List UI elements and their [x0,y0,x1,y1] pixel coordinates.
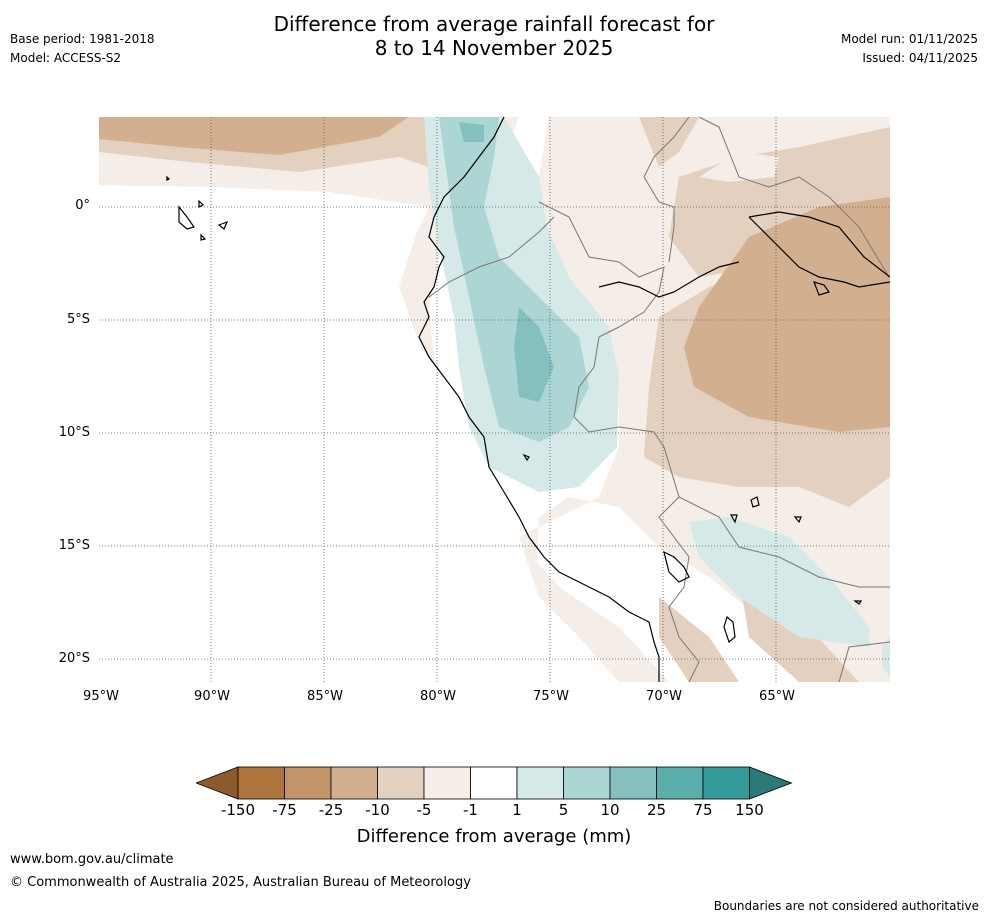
colorbar-tick-label: -75 [272,801,297,819]
base-period: Base period: 1981-2018 [10,32,155,46]
colorbar-tick-label: 75 [693,801,713,819]
anomaly-region-moderate-wet [514,307,554,402]
country-borders [428,117,890,682]
colorbar-tick-label: -1 [463,801,478,819]
colorbar-extend-low [196,766,239,800]
colorbar-tick-label: -10 [365,801,390,819]
colorbar-segment [284,766,332,800]
lat-label-10s: 10°S [58,425,90,440]
copyright-notice: © Commonwealth of Australia 2025, Austra… [10,875,471,890]
colorbar-tick-label: 150 [735,801,764,819]
lat-label-15s: 15°S [58,538,90,553]
lon-label-95w: 95°W [83,689,119,704]
colorbar-extend-high [749,766,793,800]
lat-label-5s: 5°S [66,312,90,327]
colorbar-segment [470,766,518,800]
coastline [166,117,890,682]
colorbar-tick-label: 1 [512,801,522,819]
colorbar [196,766,793,800]
lon-label-65w: 65°W [759,689,795,704]
colorbar-tick-label: -25 [318,801,344,819]
colorbar-segment [516,766,564,800]
colorbar-tick-label: -5 [416,801,432,819]
title-line-2: 8 to 14 November 2025 [374,36,614,60]
colorbar-tick-label: 10 [600,801,620,819]
colorbar-title: Difference from average (mm) [356,826,632,847]
lat-label-20s: 20°S [58,651,90,666]
lon-label-85w: 85°W [307,689,343,704]
colorbar-tick-label: 25 [646,801,667,819]
colorbar-segment [330,766,378,800]
rainfall-anomaly-map [99,117,890,682]
lon-label-90w: 90°W [194,689,230,704]
graticule [99,117,890,682]
title-line-1: Difference from average rainfall forecas… [273,12,715,36]
colorbar-segment [702,766,750,800]
colorbar-segment [656,766,704,800]
colorbar-segment [377,766,425,800]
anomaly-region-slight-wet-south [689,517,869,647]
colorbar-segment [563,766,611,800]
model-run: Model run: 01/11/2025 [840,32,978,46]
lon-label-80w: 80°W [420,689,456,704]
website-link[interactable]: www.bom.gov.au/climate [10,852,174,867]
map-title: Difference from average rainfall forecas… [0,12,988,60]
anomaly-region-mild-dry-southwest [659,597,739,682]
colorbar-tick-label: 5 [558,801,569,819]
colorbar-segment [237,766,285,800]
anomaly-region-dry-north [99,117,409,155]
issued-date: Issued: 04/11/2025 [862,51,978,65]
lon-label-70w: 70°W [646,689,682,704]
colorbar-segment [609,766,657,800]
colorbar-tick-label: -150 [220,801,256,819]
anomaly-region-slight-wet-edge [882,637,890,677]
anomaly-region-moderate-wet-north [459,122,484,142]
model-name: Model: ACCESS-S2 [10,51,122,65]
lon-label-75w: 75°W [533,689,569,704]
anomaly-region-weak-dry-patch [699,152,779,182]
colorbar-segment [423,766,471,800]
anomaly-region-dry-east [684,197,890,432]
boundary-disclaimer: Boundaries are not considered authoritat… [713,899,979,913]
lat-label-0: 0° [75,198,90,213]
